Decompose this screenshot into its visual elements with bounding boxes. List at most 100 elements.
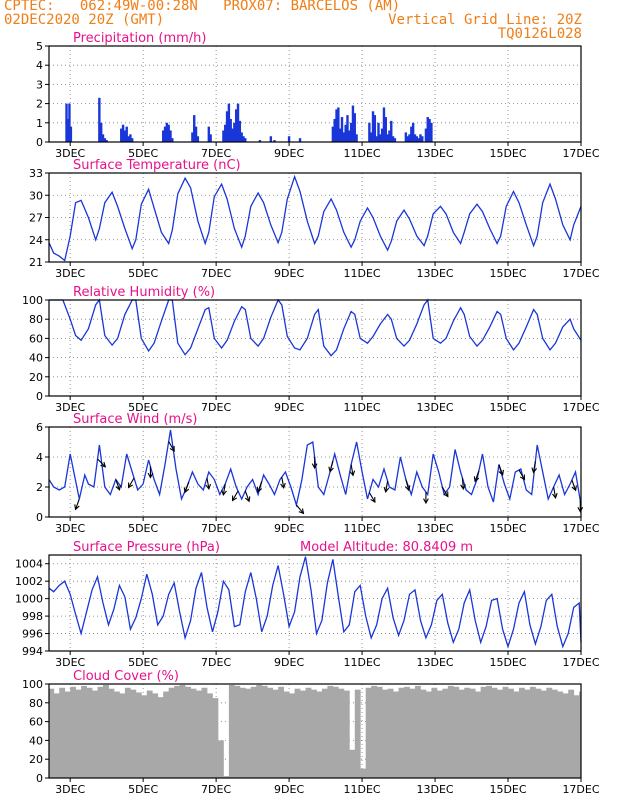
header-station: CPTEC: 062:49W-00:28N PROX07: BARCELOS (… (4, 0, 401, 14)
wind-vector-head (221, 489, 227, 496)
cloud-column (75, 689, 82, 778)
panel-title: Relative Humidity (%) (73, 285, 215, 300)
wind-vector (498, 464, 504, 476)
cloud-column (310, 689, 317, 778)
cloud-column (486, 685, 493, 778)
precip-bar (368, 122, 371, 142)
x-tick-label: 15DEC (489, 656, 526, 669)
wind-vector-head (328, 466, 334, 473)
y-tick-label: 20 (29, 371, 43, 384)
y-tick-label: 4 (36, 451, 43, 464)
wind-vector-shaft (206, 477, 210, 489)
x-tick-label: 5DEC (128, 267, 158, 280)
cloud-column (124, 687, 131, 778)
precip-bar (209, 134, 212, 142)
x-tick-label: 17DEC (562, 267, 599, 280)
x-tick-label: 9DEC (274, 522, 304, 535)
wind-vector-shaft (232, 490, 239, 501)
cloud-column (163, 691, 170, 778)
precip-bar (413, 134, 417, 142)
header-grid-line: Vertical Grid Line: 20Z (388, 12, 582, 28)
cloud-column (540, 690, 547, 778)
y-tick-label: 100 (22, 294, 43, 307)
precip-bar (165, 122, 169, 142)
cloud-column (398, 687, 405, 778)
wind-vector-head (298, 508, 305, 515)
precip-bar (98, 97, 101, 142)
wind-vector-shaft (128, 477, 135, 488)
precip-bar (171, 138, 174, 142)
wind-vector-shaft (244, 490, 250, 502)
precip-bar (129, 134, 132, 142)
wind-vector (571, 479, 577, 492)
panel-5: Cloud Cover (%) 0 20 40 60 80 100 3DEC 5DEC 7DEC 9… (22, 669, 600, 796)
precip-bar (127, 136, 130, 142)
precip-bar (236, 103, 240, 142)
precip-bar (373, 115, 377, 142)
precip-bar (125, 126, 128, 142)
wind-vector-head (147, 472, 154, 479)
cloud-column (354, 689, 361, 778)
cloud-column (305, 687, 312, 778)
cloud-column (86, 687, 93, 778)
precip-bar (273, 140, 276, 142)
precip-bar (349, 122, 353, 142)
cloud-column (535, 688, 542, 778)
cloud-column (442, 688, 449, 778)
precip-bar (99, 122, 103, 142)
precip-bar (225, 111, 229, 142)
cloud-column (365, 687, 372, 778)
panel-title: Precipitation (mm/h) (73, 31, 206, 46)
cloud-column (146, 690, 153, 778)
wind-vector (473, 470, 480, 483)
precip-bar (428, 118, 431, 142)
cloud-column (234, 685, 241, 778)
precip-bar (351, 105, 355, 142)
series-line (48, 429, 582, 508)
x-tick-label: 5DEC (128, 401, 158, 414)
panel-frame (48, 426, 582, 518)
cloud-column (212, 698, 219, 778)
cloud-column (518, 687, 525, 778)
precip-bar (380, 128, 384, 142)
cloud-column (513, 691, 520, 778)
cloud-column (141, 695, 148, 778)
x-tick-label: 3DEC (55, 267, 85, 280)
panel-frame (48, 172, 582, 263)
precip-bar (229, 118, 232, 142)
cloud-column (382, 689, 389, 778)
wind-vector (551, 486, 558, 499)
precip-bar (424, 128, 428, 142)
cloud-column (152, 693, 159, 778)
wind-vector-head (498, 469, 504, 476)
y-tick-label: 24 (29, 234, 43, 247)
cloud-column (185, 686, 191, 778)
wind-vector (231, 490, 239, 502)
precip-bar (417, 138, 420, 142)
cloud-column (464, 687, 471, 778)
x-tick-label: 17DEC (562, 522, 599, 535)
precip-bar (342, 132, 346, 142)
precip-bar (169, 130, 172, 142)
panel-title: Surface Temperature (nC) (73, 158, 241, 173)
x-tick-label: 3DEC (55, 522, 85, 535)
x-tick-label: 17DEC (562, 656, 599, 669)
cloud-column (49, 688, 55, 778)
cloud-column (557, 691, 564, 778)
x-tick-label: 9DEC (274, 401, 304, 414)
x-tick-label: 7DEC (201, 522, 231, 535)
cloud-column (64, 691, 71, 778)
wind-vector-head (473, 476, 480, 483)
wind-vector (74, 498, 80, 511)
cloud-column (431, 687, 438, 778)
wind-vector-head (460, 484, 466, 491)
precip-bar (244, 138, 247, 142)
x-tick-label: 13DEC (416, 522, 453, 535)
precip-bar (419, 134, 422, 142)
wind-vector-shaft (532, 461, 536, 473)
cloud-column (349, 749, 356, 778)
panel-title: Surface Wind (m/s) (73, 412, 197, 427)
precip-bar (227, 103, 231, 142)
wind-vector-shaft (329, 460, 334, 472)
panel-title: Cloud Cover (%) (73, 669, 179, 684)
